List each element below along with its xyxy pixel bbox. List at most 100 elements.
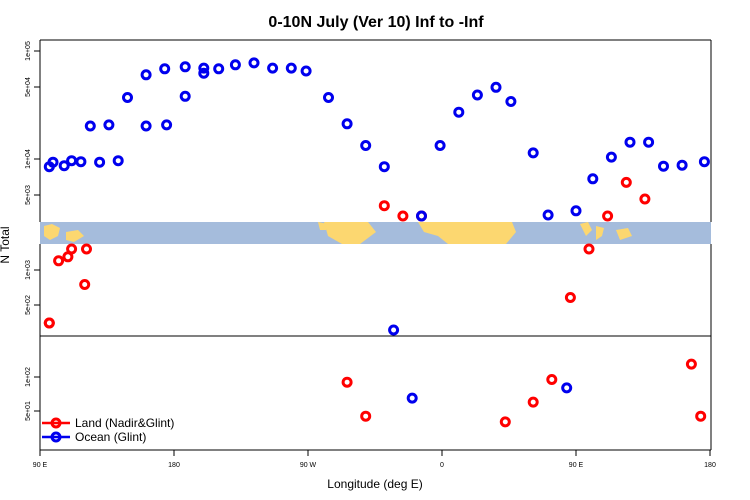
- land-point: [564, 292, 576, 303]
- y-tick-label: 5e+02: [25, 295, 32, 315]
- ocean-point: [643, 136, 655, 148]
- panel-top: [39, 39, 712, 222]
- land-point: [620, 176, 632, 188]
- legend-label-ocean: Ocean (Glint): [75, 430, 146, 444]
- land-south-america: [324, 222, 376, 244]
- ocean-point: [213, 63, 225, 75]
- land-borneo: [580, 222, 592, 236]
- land-sumatra: [596, 226, 604, 240]
- y-axis-middle: 5e+02 1e+03: [25, 260, 40, 315]
- ocean-point: [453, 106, 465, 118]
- ocean-point: [179, 90, 191, 102]
- land-point: [397, 210, 409, 222]
- y-axis-bottom: 5e+01 1e+02: [25, 367, 40, 421]
- land-point: [583, 243, 595, 255]
- x-axis-label: Longitude (deg E): [327, 477, 422, 491]
- land-point: [341, 376, 353, 388]
- ocean-point: [47, 156, 59, 168]
- y-tick-label: 1e+02: [25, 367, 32, 387]
- x-tick-label: 90 E: [33, 462, 48, 469]
- ocean-point: [561, 382, 573, 394]
- y-tick-label: 5e+03: [25, 185, 32, 205]
- land-point: [81, 243, 92, 255]
- ocean-point: [570, 205, 582, 217]
- land-point: [378, 200, 390, 212]
- ocean-point: [388, 324, 400, 336]
- x-tick-label: 90 E: [569, 462, 584, 469]
- x-axis: 90 E 180 90 W 0 90 E 180: [33, 450, 716, 469]
- panel-bottom: [39, 336, 712, 451]
- land-new-guinea: [66, 230, 84, 242]
- land-point: [602, 210, 614, 222]
- ocean-point: [179, 61, 191, 73]
- legend-marker-land: [50, 417, 62, 429]
- ocean-point: [267, 62, 279, 74]
- ocean-point: [84, 120, 96, 132]
- land-point: [62, 251, 74, 263]
- ocean-point: [300, 65, 312, 77]
- legend: Land (Nadir&Glint) Ocean (Glint): [42, 416, 174, 444]
- ocean-point: [360, 140, 372, 151]
- ocean-point: [103, 119, 115, 131]
- y-axis-top: 5e+03 1e+04 5e+04 1e+05: [25, 41, 40, 205]
- land-point: [695, 410, 707, 422]
- land-point: [639, 193, 651, 205]
- world-map-band: [40, 222, 711, 244]
- ocean-point: [94, 156, 106, 168]
- land-point: [360, 410, 372, 422]
- ocean-point: [58, 160, 70, 172]
- land-point: [43, 317, 55, 329]
- panel-middle: [39, 244, 712, 337]
- land-point: [527, 396, 539, 408]
- ocean-point: [605, 151, 617, 163]
- ocean-point: [140, 120, 152, 132]
- ocean-point: [198, 62, 210, 74]
- land-point: [685, 358, 697, 370]
- ocean-point: [248, 57, 260, 69]
- land-point: [499, 416, 511, 428]
- y-tick-label: 1e+03: [25, 260, 32, 280]
- x-tick-label: 180: [168, 462, 180, 469]
- ocean-point: [323, 92, 334, 103]
- chart-title: 0-10N July (Ver 10) Inf to -Inf: [268, 14, 484, 31]
- ocean-point: [542, 209, 554, 221]
- ocean-point: [378, 161, 390, 173]
- series-land: [43, 176, 707, 428]
- y-axis-label: N Total: [0, 226, 12, 263]
- legend-marker-ocean: [50, 431, 62, 443]
- ocean-point: [587, 173, 599, 185]
- land-point: [79, 279, 91, 290]
- ocean-point: [527, 147, 539, 159]
- ocean-point: [66, 155, 78, 167]
- land-point: [53, 255, 65, 267]
- x-tick-label: 90 W: [300, 462, 317, 469]
- legend-label-land: Land (Nadir&Glint): [75, 416, 174, 430]
- land-point: [546, 374, 558, 385]
- y-tick-label: 1e+05: [25, 41, 32, 61]
- land-indonesia: [44, 224, 60, 240]
- ocean-point: [161, 119, 173, 131]
- ocean-point: [229, 59, 241, 71]
- ocean-point: [676, 159, 688, 171]
- ocean-point: [198, 67, 210, 79]
- y-tick-label: 5e+01: [25, 401, 32, 421]
- ocean-point: [122, 92, 133, 103]
- ocean-point: [490, 81, 502, 93]
- ocean-point: [406, 392, 418, 404]
- ocean-point: [416, 210, 427, 222]
- ocean-point: [505, 96, 517, 107]
- land-africa: [418, 222, 516, 244]
- ocean-point: [658, 160, 669, 172]
- y-tick-label: 1e+04: [25, 149, 32, 169]
- ocean-point: [471, 89, 483, 101]
- ocean-point: [624, 136, 636, 148]
- ocean-point: [159, 63, 171, 75]
- ocean-point: [341, 118, 353, 130]
- x-tick-label: 0: [440, 462, 444, 469]
- ocean-point: [285, 62, 297, 74]
- ocean-point: [140, 69, 152, 81]
- y-tick-label: 5e+04: [25, 77, 32, 97]
- ocean-point: [434, 140, 446, 151]
- series-ocean: [43, 57, 710, 404]
